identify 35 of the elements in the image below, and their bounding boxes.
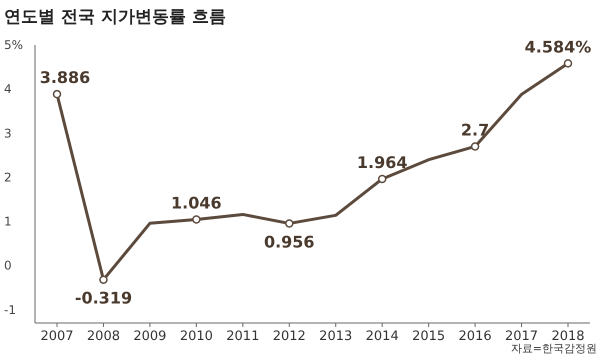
data-label: 3.886 (40, 68, 90, 88)
x-tick-label: 2017 (505, 329, 538, 344)
point (378, 174, 386, 184)
x-tick-label: 2015 (412, 329, 446, 344)
y-tick-label: 4 (4, 82, 12, 96)
y-tick-label: 0 (4, 258, 12, 273)
point (99, 275, 108, 284)
y-tick-label: 3 (4, 126, 12, 140)
x-tick-label: 2011 (226, 329, 260, 344)
data-label: 1.046 (171, 193, 222, 212)
y-tick-label: 5% (4, 38, 24, 52)
x-tick-label: 2010 (180, 329, 213, 344)
x-tick-label: 2013 (319, 329, 352, 344)
x-tick-label: 2008 (86, 329, 120, 344)
data-label: 2.7 (460, 120, 490, 140)
data-label: 1.964 (356, 152, 408, 172)
x-tick-label: 2007 (40, 329, 74, 344)
y-tick-label: 1 (4, 214, 12, 229)
point (52, 90, 62, 98)
data-label: -0.319 (74, 288, 132, 308)
x-tick-label: 2014 (366, 329, 399, 344)
text: 자료=한국감정원 (510, 342, 597, 355)
x-tick-label: 2012 (272, 329, 306, 344)
x-tick-label: 2016 (458, 329, 492, 344)
data-label: 0.956 (264, 232, 315, 252)
x-tick-label: 2009 (133, 329, 166, 344)
point (470, 142, 480, 151)
point (285, 219, 294, 228)
chart-title: 연도별 전국 지가변동률 흐름 (4, 7, 226, 27)
data-label: 4.584% (524, 37, 592, 56)
y-tick-label: -1 (4, 302, 16, 317)
point (564, 59, 572, 68)
point (192, 215, 201, 224)
x-tick-label: 2018 (551, 329, 585, 344)
y-tick-label: 2 (4, 170, 12, 184)
